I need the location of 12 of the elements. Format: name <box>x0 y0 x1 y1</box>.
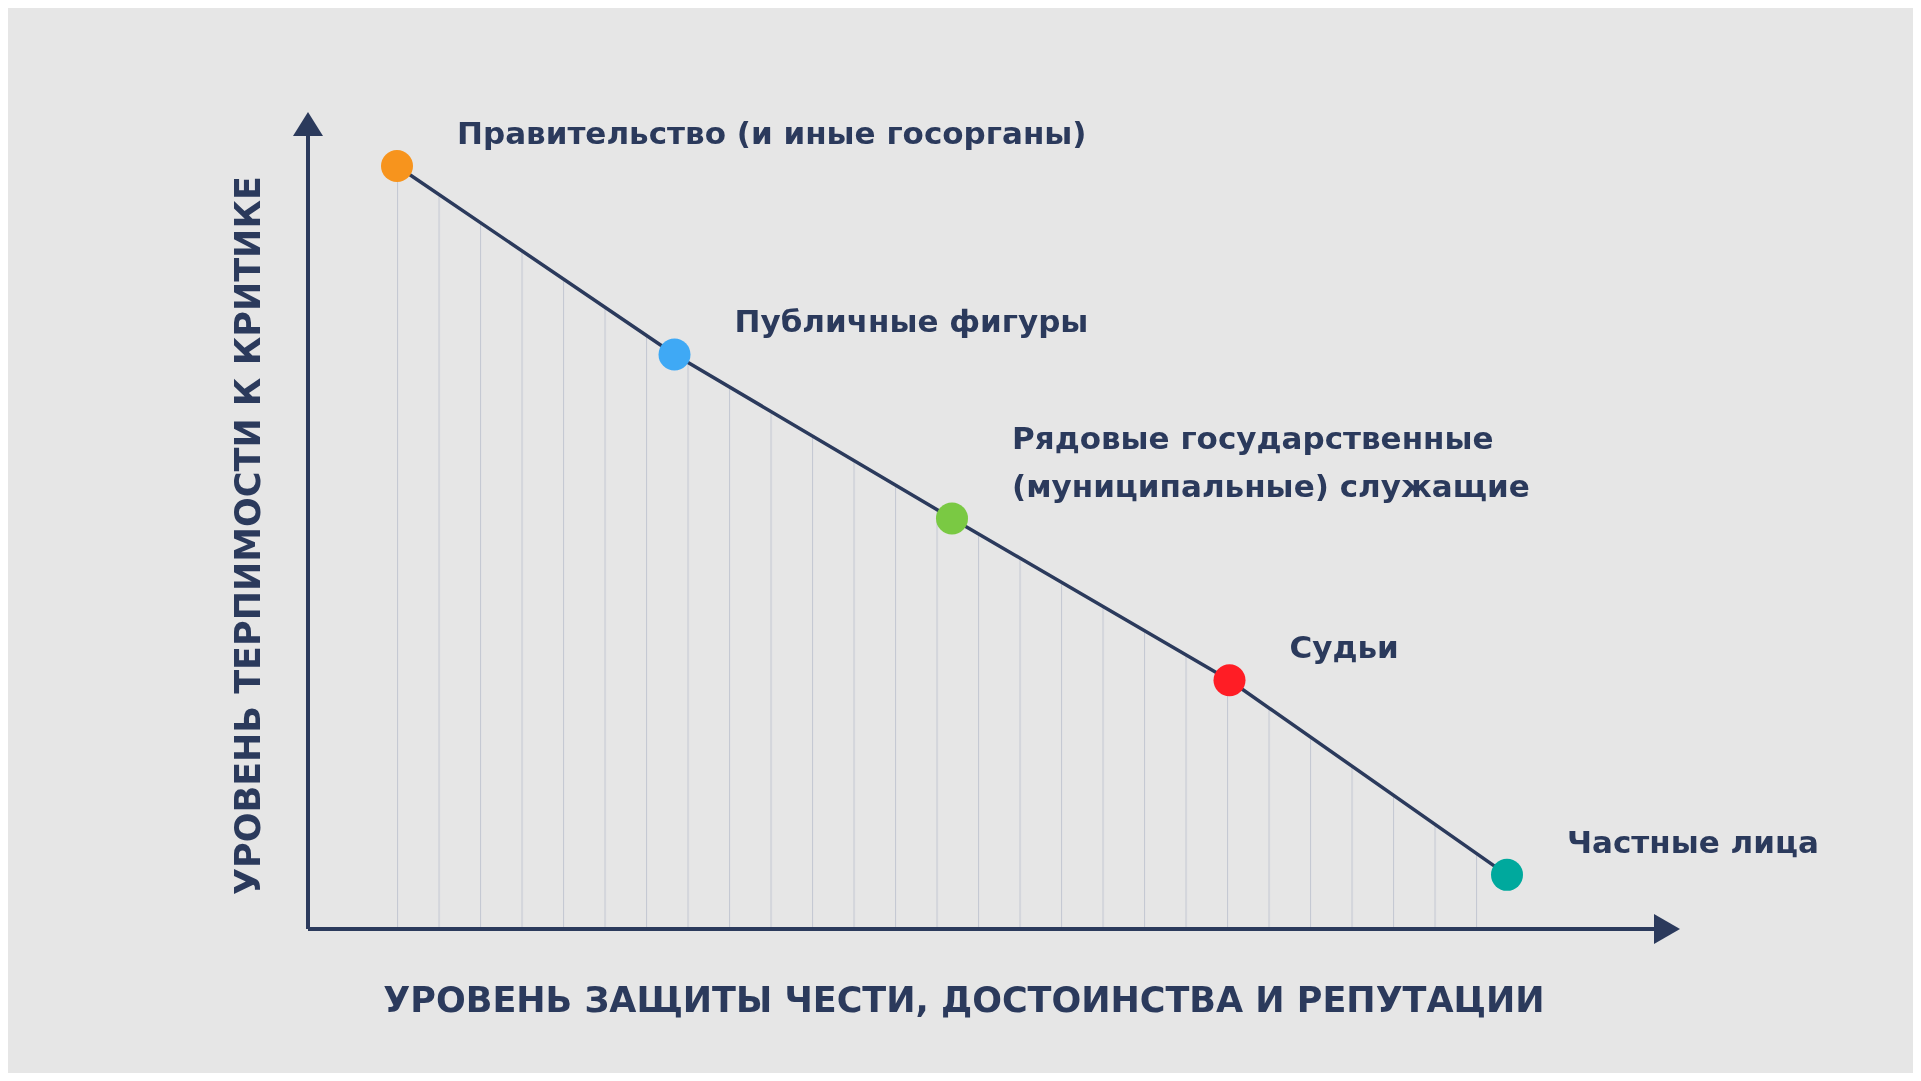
y-axis-title: УРОВЕНЬ ТЕРПИМОСТИ К КРИТИКЕ <box>228 176 268 895</box>
point <box>936 502 968 535</box>
point <box>1491 858 1523 891</box>
annotation: Публичные фигуры <box>734 303 1089 340</box>
annotation: Рядовые государственные (муниципальные) служащие <box>1012 419 1530 504</box>
point <box>1213 664 1246 697</box>
point <box>658 338 691 371</box>
point <box>381 150 413 182</box>
annotation: Частные лица <box>1567 823 1819 860</box>
text: Правительство (и иные госорганы) <box>457 115 1087 151</box>
annotation: Судьи <box>1289 629 1399 666</box>
x-axis-title: УРОВЕНЬ ЗАЩИТЫ ЧЕСТИ, ДОСТОИНСТВА И РЕПУТАЦИИ <box>383 980 1545 1020</box>
